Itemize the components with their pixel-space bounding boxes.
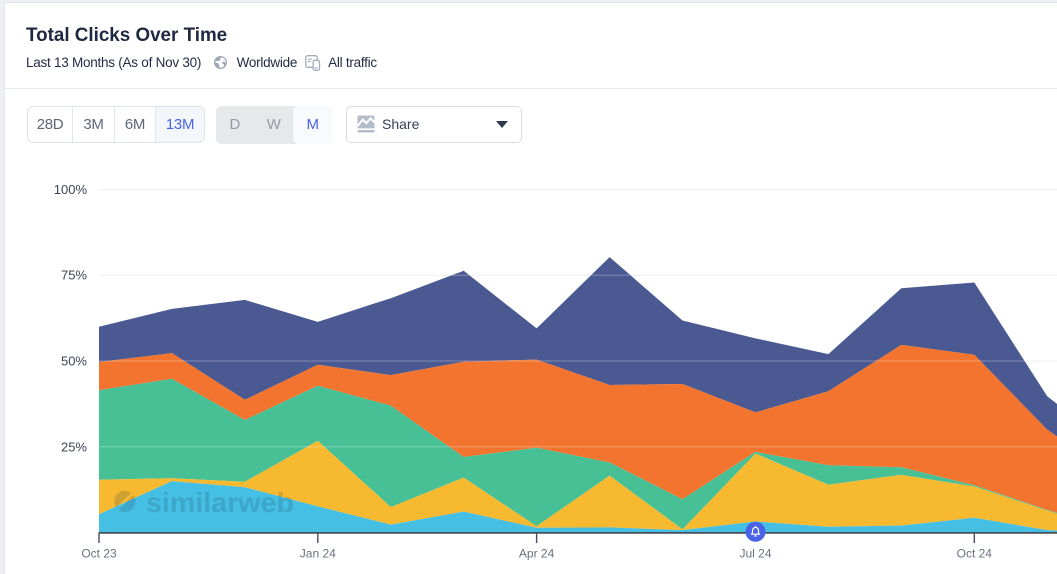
svg-text:25%: 25% [61,439,87,454]
svg-text:similarweb: similarweb [146,487,294,518]
svg-text:Jul 24: Jul 24 [739,547,771,561]
svg-text:50%: 50% [61,354,87,369]
svg-text:75%: 75% [61,268,87,283]
svg-text:Oct 23: Oct 23 [81,547,117,561]
svg-text:Jan 24: Jan 24 [300,547,336,561]
svg-text:100%: 100% [54,182,88,197]
svg-text:Apr 24: Apr 24 [519,547,555,561]
svg-text:Oct 24: Oct 24 [957,547,993,561]
